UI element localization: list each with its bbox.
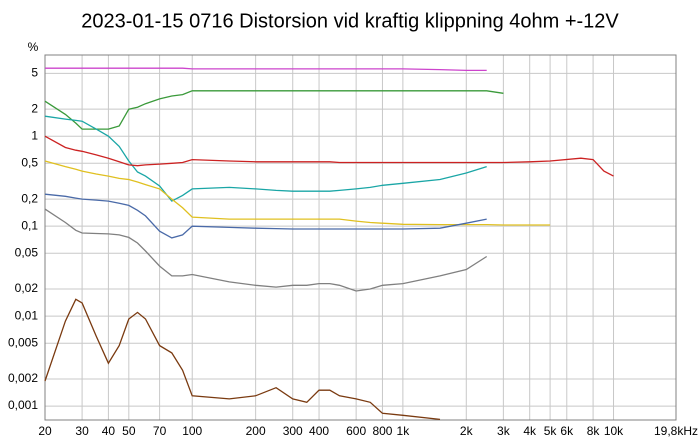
series-line	[44, 193, 487, 239]
y-tick-label: 0,002	[8, 371, 38, 385]
y-tick-label: 0,001	[8, 398, 38, 412]
series-line	[44, 298, 441, 421]
series-line	[44, 208, 488, 292]
series-line	[45, 67, 487, 72]
x-tick-label: 70	[153, 424, 167, 438]
x-tick-label: 1k	[397, 424, 411, 438]
x-tick-label: 100	[182, 424, 202, 438]
y-tick-label: 0,02	[15, 281, 39, 295]
x-tick-label: 30	[75, 424, 89, 438]
x-tick-label: 2k	[460, 424, 474, 438]
chart-title: 2023-01-15 0716 Distorsion vid kraftig k…	[81, 10, 619, 32]
series-line	[44, 90, 504, 130]
y-tick-label: 0,5	[21, 155, 38, 169]
x-tick-label: 200	[246, 424, 266, 438]
x-tick-label: 40	[102, 424, 116, 438]
x-tick-label: 10k	[604, 424, 624, 438]
series-line	[44, 115, 487, 202]
y-tick-label: 0,2	[21, 191, 38, 205]
y-tick-label: 2	[31, 101, 38, 115]
y-tick-label: 5	[31, 66, 38, 80]
series-line	[44, 135, 614, 177]
y-tick-label: 1	[31, 128, 38, 142]
x-tick-label: 4k	[523, 424, 537, 438]
x-tick-label: 50	[122, 424, 136, 438]
x-tick-label: 300	[283, 424, 303, 438]
series-line	[44, 160, 551, 226]
x-tick-label: 3k	[497, 424, 511, 438]
x-tick-label: 800	[372, 424, 392, 438]
y-tick-label: 0,005	[8, 335, 38, 349]
y-axis-label: %	[28, 40, 39, 54]
plot-frame	[44, 54, 677, 421]
x-tick-label: 600	[346, 424, 366, 438]
x-tick-label: 400	[309, 424, 329, 438]
x-tick-label: 8k	[587, 424, 601, 438]
x-tick-label: 19,8kHz	[654, 424, 698, 438]
x-tick-label: 5k	[544, 424, 558, 438]
y-tick-label: 0,05	[15, 245, 39, 259]
y-tick-label: 0,01	[15, 308, 39, 322]
x-tick-label: 6k	[560, 424, 574, 438]
y-tick-label: 0,1	[21, 218, 38, 232]
x-tick-label: 20	[38, 424, 52, 438]
